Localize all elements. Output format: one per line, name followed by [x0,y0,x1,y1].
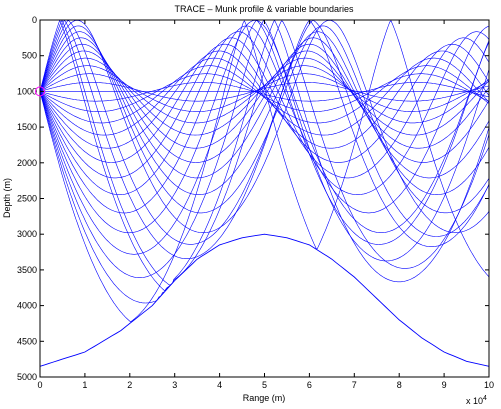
ray-path [39,20,490,255]
ray-path [39,19,490,234]
y-tick-label: 4000 [17,301,37,311]
x-tick-label: 6 [307,380,312,390]
x-exponent-power: 4 [483,395,487,402]
x-tick-label: 8 [397,380,402,390]
ray-path [39,31,490,196]
x-tick-label: 9 [442,380,447,390]
ray-path [39,73,490,112]
source-marker [35,86,45,97]
ray-path [39,37,490,179]
ray-path [39,43,490,163]
y-tick-label: 1000 [17,86,37,96]
bottom-boundary [39,233,490,367]
y-axis: 0 500 1000 1500 2000 2500 3000 3500 4000 4500 5000 [17,15,489,382]
x-axis: 0 1 2 3 4 5 6 7 8 9 10 [37,20,494,390]
y-tick-label: 3500 [17,265,37,275]
x-tick-label: 7 [352,380,357,390]
ray-path [39,50,490,149]
x-exponent-label: x 104 [466,395,487,406]
y-tick-label: 2500 [17,194,37,204]
ray-path [39,73,490,112]
ray-path [39,19,490,292]
ray-path [39,20,490,323]
y-tick-label: 2000 [17,158,37,168]
y-tick-label: 500 [22,51,37,61]
x-tick-label: 3 [172,380,177,390]
x-tick-label: 10 [484,380,494,390]
ray-path [39,19,490,286]
y-tick-label: 1500 [17,122,37,132]
x-tick-label: 4 [217,380,222,390]
ray-path [39,57,490,136]
x-tick-label: 1 [82,380,87,390]
x-tick-label: 0 [37,380,42,390]
ray-path [39,31,490,196]
x-tick-label: 2 [127,380,132,390]
ray-path [39,20,490,278]
y-axis-label: Depth (m) [2,178,12,218]
ray-path [39,25,490,214]
ray-path [39,57,490,136]
x-tick-label: 5 [262,380,267,390]
ray-path [39,19,490,259]
ray-path [39,43,490,163]
y-tick-label: 0 [32,15,37,25]
ray-path [39,65,490,124]
ray-path [39,37,490,179]
y-tick-label: 4500 [17,336,37,346]
ray-path [39,19,490,245]
ray-path [39,65,490,124]
chart-title: TRACE – Munk profile & variable boundari… [174,4,354,14]
y-tick-label: 3000 [17,229,37,239]
ray-path [39,19,490,233]
ray-path [39,25,490,214]
ray-paths [39,19,490,323]
x-axis-label: Range (m) [243,393,286,403]
y-tick-label: 5000 [17,372,37,382]
